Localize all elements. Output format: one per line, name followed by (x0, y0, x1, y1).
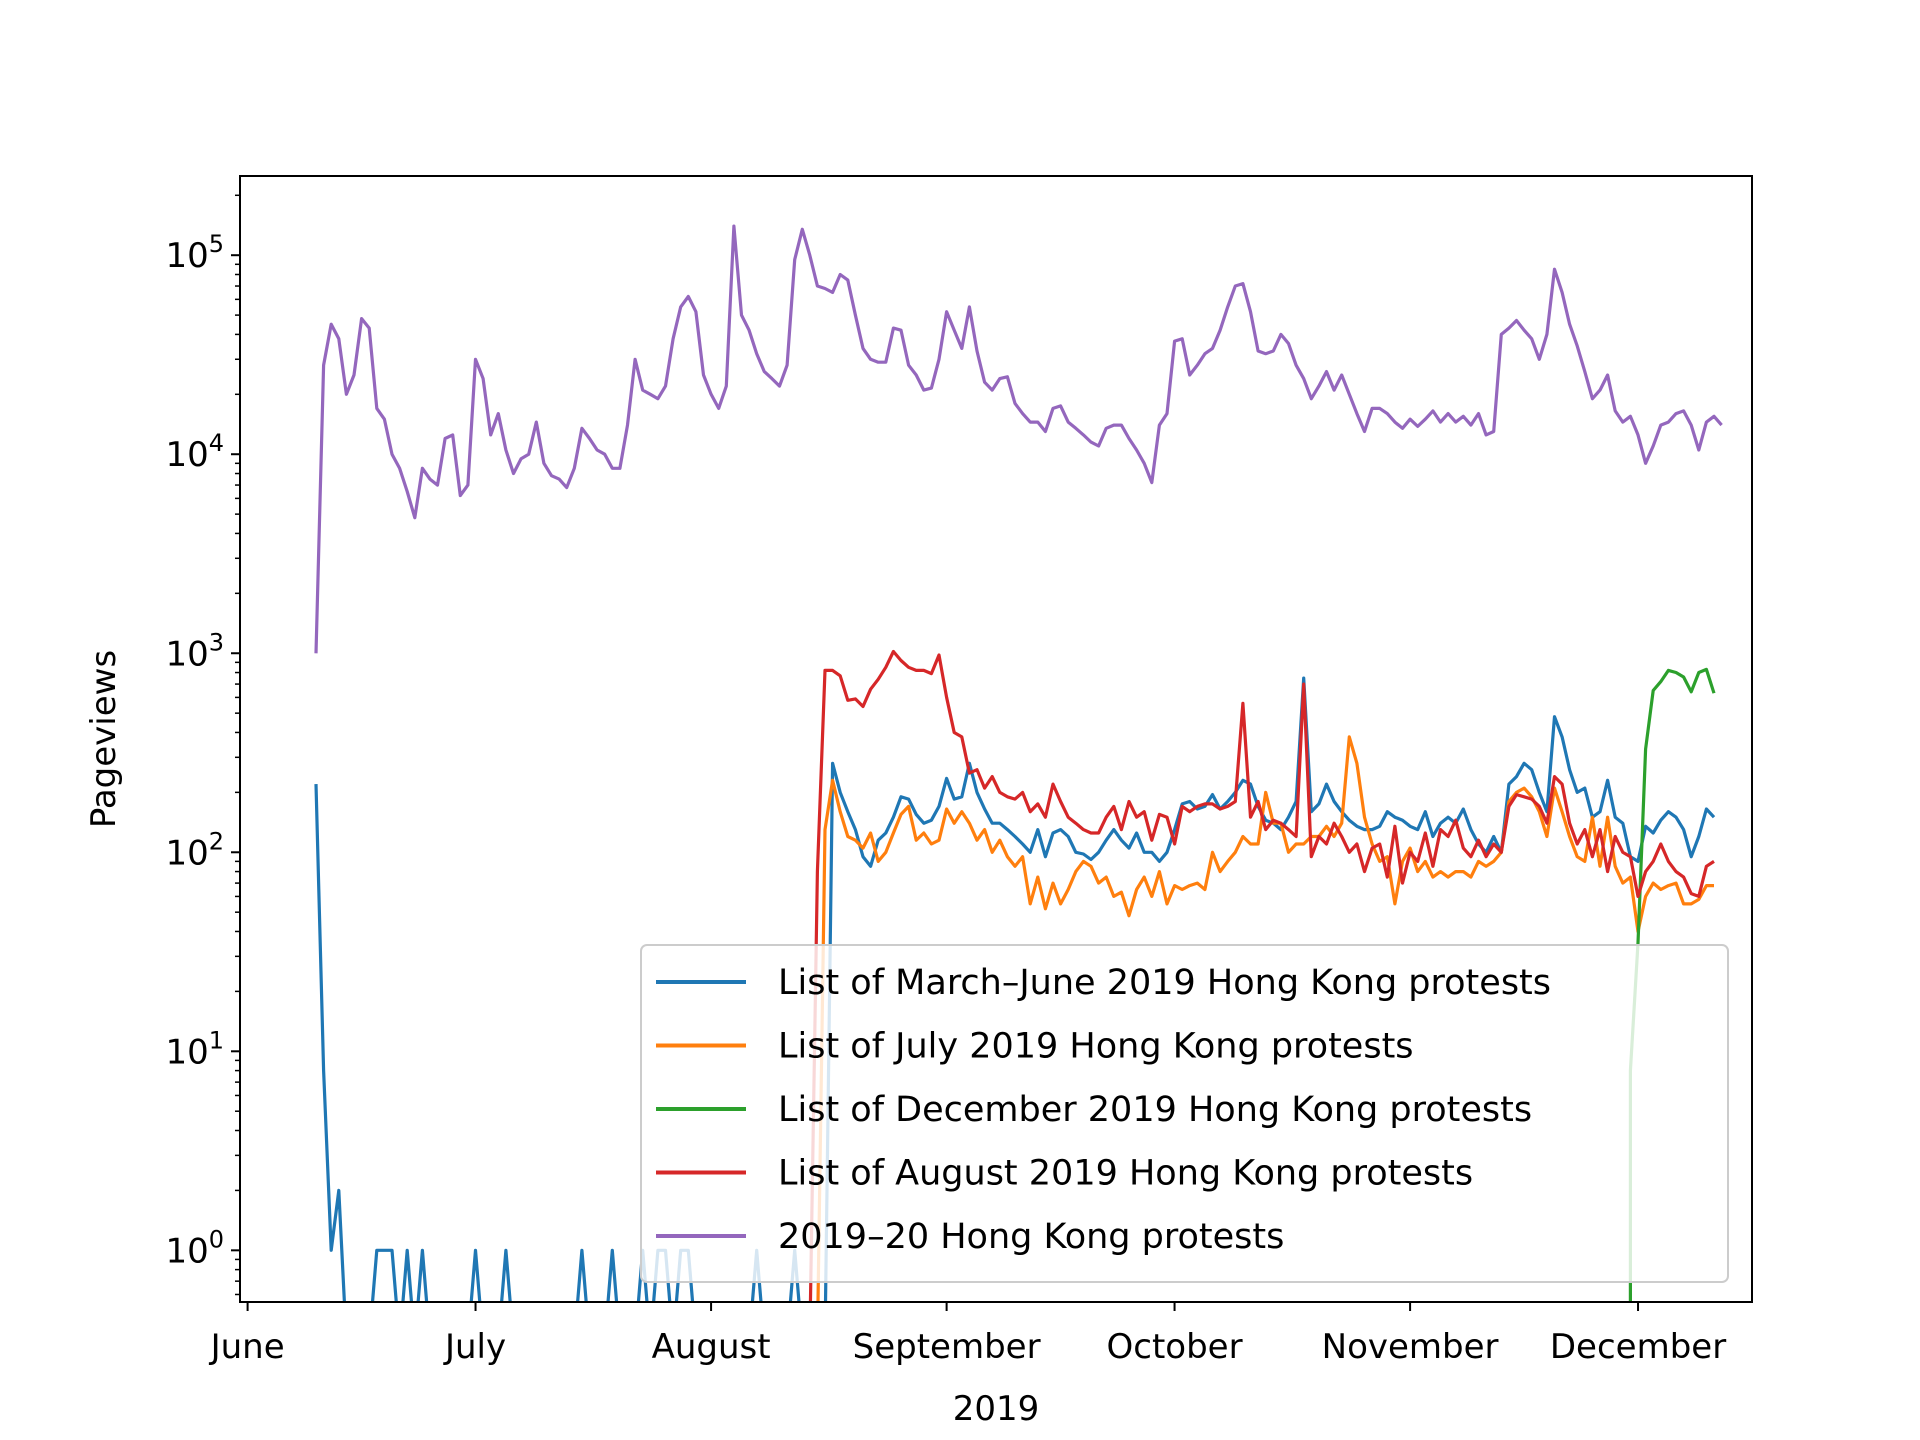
x-tick-label-6: December (1550, 1327, 1726, 1367)
plot-area (314, 224, 1723, 1302)
y-axis-label: Pageviews (84, 650, 124, 828)
legend-label-4: 2019–20 Hong Kong protests (778, 1217, 1284, 1257)
x-axis: June July August September October November De… (209, 1302, 1726, 1367)
legend-box (640, 944, 1729, 1283)
y-tick-base: 10 (165, 634, 208, 674)
y-tick-label-3: 103 (165, 628, 224, 674)
y-tick-exponent: 3 (209, 628, 224, 656)
x-tick-label-4: October (1107, 1327, 1243, 1367)
legend-label-0: List of March–June 2019 Hong Kong protes… (778, 963, 1551, 1003)
legend-label-2: List of December 2019 Hong Kong protests (778, 1090, 1532, 1130)
axes-frame (239, 175, 1753, 1303)
x-tick-label-2: August (652, 1327, 771, 1367)
y-tick-exponent: 1 (209, 1026, 224, 1054)
series-line-4 (314, 224, 1723, 654)
y-tick-exponent: 4 (209, 429, 224, 457)
y-tick-exponent: 0 (209, 1225, 224, 1253)
series-line-3 (808, 649, 1715, 1302)
legend-label-1: List of July 2019 Hong Kong protests (778, 1027, 1414, 1067)
y-tick-exponent: 5 (209, 230, 224, 258)
x-tick-label-1: July (443, 1327, 506, 1367)
y-tick-label-5: 105 (165, 230, 224, 276)
y-tick-base: 10 (165, 1231, 208, 1271)
y-tick-label-1: 101 (165, 1026, 224, 1072)
series-line-2 (1628, 667, 1716, 1302)
legend: List of March–June 2019 Hong Kong protes… (640, 944, 1729, 1283)
y-tick-base: 10 (165, 1032, 208, 1072)
x-tick-label-0: June (209, 1327, 285, 1367)
x-tick-label-3: September (853, 1327, 1041, 1367)
y-tick-base: 10 (165, 435, 208, 475)
x-axis-label: 2019 (953, 1389, 1040, 1429)
y-tick-base: 10 (165, 236, 208, 276)
y-tick-label-0: 100 (165, 1225, 224, 1271)
x-tick-label-5: November (1322, 1327, 1499, 1367)
y-tick-label-2: 102 (165, 827, 224, 873)
legend-label-3: List of August 2019 Hong Kong protests (778, 1154, 1473, 1194)
y-tick-exponent: 2 (209, 827, 224, 855)
y-tick-label-4: 104 (165, 429, 224, 475)
y-tick-base: 10 (165, 833, 208, 873)
